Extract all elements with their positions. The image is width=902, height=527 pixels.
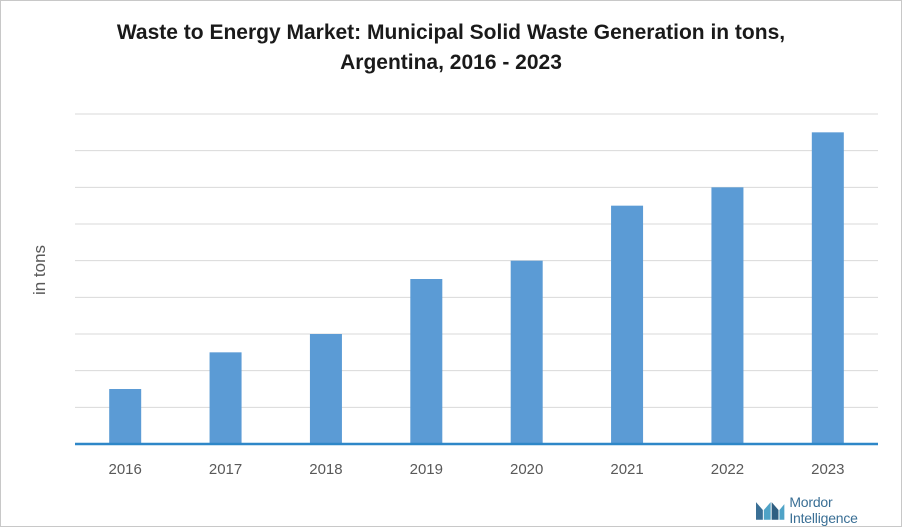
chart-title-line-2: Argentina, 2016 - 2023 — [340, 51, 562, 74]
x-tick-label: 2020 — [510, 461, 543, 478]
bar-2019 — [410, 279, 443, 444]
x-tick-label: 2017 — [209, 461, 242, 478]
bar-2021 — [611, 205, 644, 444]
chart-title: Waste to Energy Market: Municipal Solid … — [0, 18, 902, 78]
chart-title-line-1: Waste to Energy Market: Municipal Solid … — [116, 21, 786, 44]
bar-2018 — [309, 334, 342, 444]
mordor-intelligence-logo: Mordor Intelligence — [756, 494, 902, 526]
bar-2017 — [209, 352, 242, 444]
grid-lines — [75, 113, 878, 408]
logo-text: Mordor Intelligence — [789, 494, 858, 526]
bar-series — [109, 132, 844, 445]
bar-2022 — [711, 187, 744, 445]
x-tick-label: 2021 — [610, 461, 643, 478]
bar-2016 — [109, 389, 142, 444]
mordor-logo-icon — [756, 502, 785, 520]
x-tick-label: 2022 — [711, 461, 744, 478]
x-tick-label: 2016 — [109, 461, 142, 478]
x-tick-labels: 2016 2017 2018 2019 2020 2021 2022 2023 — [109, 461, 845, 478]
bar-2020 — [510, 260, 543, 444]
x-tick-label: 2018 — [309, 461, 342, 478]
bar-2023 — [811, 132, 844, 445]
x-tick-label: 2023 — [811, 461, 844, 478]
x-tick-label: 2019 — [410, 461, 443, 478]
